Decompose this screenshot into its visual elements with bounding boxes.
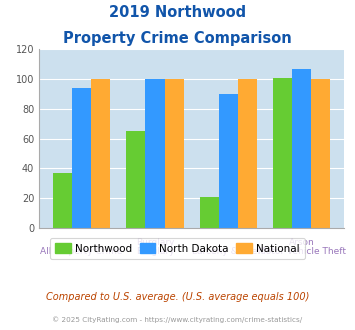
- Text: Burglary: Burglary: [136, 238, 174, 247]
- Bar: [126, 131, 146, 228]
- Text: Larceny & Theft: Larceny & Theft: [192, 247, 264, 256]
- Text: Arson: Arson: [289, 238, 315, 247]
- Bar: [164, 79, 184, 228]
- Text: Burglary: Burglary: [136, 247, 174, 256]
- Bar: [238, 79, 257, 228]
- Bar: [146, 79, 164, 228]
- Bar: [292, 69, 311, 228]
- Text: Compared to U.S. average. (U.S. average equals 100): Compared to U.S. average. (U.S. average …: [46, 292, 309, 302]
- Bar: [91, 79, 110, 228]
- Text: Property Crime Comparison: Property Crime Comparison: [63, 31, 292, 46]
- Bar: [311, 79, 331, 228]
- Legend: Northwood, North Dakota, National: Northwood, North Dakota, National: [50, 238, 305, 259]
- Bar: [273, 78, 292, 228]
- Bar: [200, 196, 219, 228]
- Bar: [219, 94, 238, 228]
- Text: 2019 Northwood: 2019 Northwood: [109, 5, 246, 20]
- Text: © 2025 CityRating.com - https://www.cityrating.com/crime-statistics/: © 2025 CityRating.com - https://www.city…: [53, 316, 302, 323]
- Bar: [53, 173, 72, 228]
- Bar: [72, 88, 91, 228]
- Text: Motor Vehicle Theft: Motor Vehicle Theft: [258, 247, 346, 256]
- Text: All Property Crime: All Property Crime: [40, 247, 123, 256]
